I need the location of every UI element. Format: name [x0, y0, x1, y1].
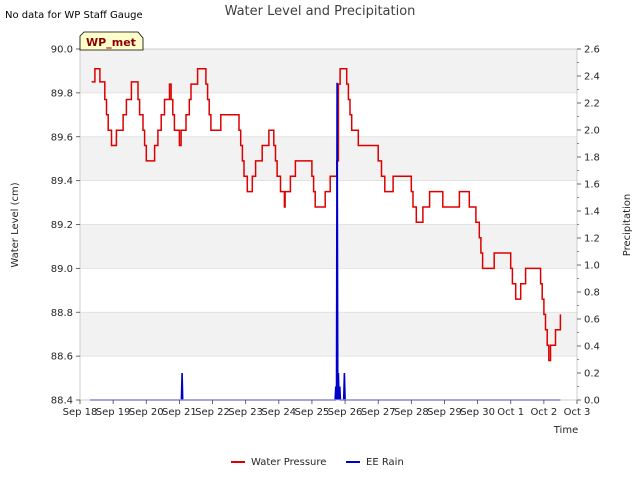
chart-title: Water Level and Precipitation — [225, 4, 416, 19]
y-left-tick-label: 89.8 — [51, 88, 73, 99]
plot-band — [80, 136, 577, 181]
y-right-tick-label: 1.4 — [584, 207, 600, 218]
legend-item-ee-rain: EE Rain — [346, 457, 404, 468]
plot-band — [80, 180, 577, 225]
x-tick-label: Sep 23 — [228, 407, 263, 418]
y-axis-right-label: Precipitation — [622, 194, 633, 257]
y-left-tick-label: 88.8 — [51, 308, 73, 319]
y-right-tick-label: 1.2 — [584, 234, 600, 245]
x-tick-label: Sep 29 — [427, 407, 462, 418]
y-right-tick-label: 2.0 — [584, 126, 600, 137]
y-left-tick-label: 88.4 — [51, 396, 73, 407]
y-right-tick-label: 0.0 — [584, 396, 600, 407]
plot-band — [80, 49, 577, 93]
x-tick-label: Sep 27 — [361, 407, 396, 418]
plot-band — [80, 356, 577, 400]
y-axis-left-label: Water Level (cm) — [10, 182, 21, 267]
plot-band — [80, 92, 577, 137]
x-tick-label: Sep 26 — [328, 407, 363, 418]
no-data-note: No data for WP Staff Gauge — [5, 10, 143, 21]
y-left-tick-label: 88.6 — [51, 352, 73, 363]
plot-band — [80, 312, 577, 357]
x-tick-label: Sep 30 — [460, 407, 495, 418]
x-tick-label: Sep 18 — [63, 407, 98, 418]
y-left-tick-label: 90.0 — [51, 45, 73, 56]
station-badge-label: WP_met — [86, 36, 136, 49]
x-tick-label: Sep 22 — [195, 407, 230, 418]
x-tick-label: Oct 3 — [564, 407, 591, 418]
x-tick-label: Oct 1 — [497, 407, 524, 418]
plot-band — [80, 224, 577, 269]
y-right-tick-label: 0.4 — [584, 342, 600, 353]
legend: Water Pressure EE Rain — [231, 457, 404, 468]
y-right-tick-label: 0.6 — [584, 315, 600, 326]
y-right-tick-label: 1.0 — [584, 261, 600, 272]
legend-label-water-pressure: Water Pressure — [251, 457, 326, 468]
y-axis-right-ticks: 0.0 0.2 0.4 0.6 0.8 1.0 1.2 1.4 1.6 1.8 2.0 2.2 2.4 2… — [577, 45, 600, 407]
y-left-tick-label: 89.0 — [51, 264, 73, 275]
x-axis-label: Time — [553, 425, 578, 436]
y-right-tick-label: 2.6 — [584, 45, 600, 56]
x-tick-label: Sep 21 — [162, 407, 197, 418]
series-line-water-pressure — [91, 67, 562, 362]
x-tick-label: Oct 2 — [530, 407, 557, 418]
y-axis-left-ticks: 88.4 88.6 88.8 89.0 89.2 89.4 89.6 89.8 90.0 — [51, 45, 80, 407]
y-right-tick-label: 1.6 — [584, 180, 600, 191]
y-right-tick-label: 1.8 — [584, 153, 600, 164]
legend-label-ee-rain: EE Rain — [366, 457, 404, 468]
y-left-tick-label: 89.6 — [51, 132, 73, 143]
x-tick-label: Sep 25 — [295, 407, 330, 418]
y-right-tick-label: 0.8 — [584, 288, 600, 299]
x-tick-label: Sep 20 — [129, 407, 164, 418]
x-tick-label: Sep 28 — [394, 407, 429, 418]
plot-band — [80, 268, 577, 313]
y-left-tick-label: 89.2 — [51, 220, 73, 231]
station-badge: WP_met — [79, 31, 144, 51]
y-right-tick-label: 0.2 — [584, 369, 600, 380]
y-left-tick-label: 89.4 — [51, 176, 73, 187]
legend-item-water-pressure: Water Pressure — [231, 457, 326, 468]
x-tick-label: Sep 19 — [96, 407, 131, 418]
y-right-tick-label: 2.2 — [584, 99, 600, 110]
y-right-tick-label: 2.4 — [584, 72, 600, 83]
x-tick-label: Sep 24 — [261, 407, 296, 418]
plot-background-bands — [80, 49, 577, 400]
